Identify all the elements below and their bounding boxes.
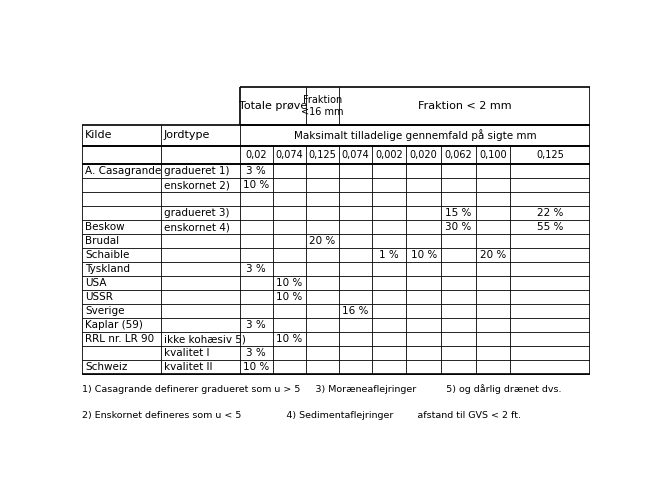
Text: Tyskland: Tyskland bbox=[85, 264, 130, 274]
Text: 0,125: 0,125 bbox=[537, 150, 564, 160]
Text: Maksimalt tilladelige gennemfald på sigte mm: Maksimalt tilladelige gennemfald på sigt… bbox=[294, 129, 537, 141]
Text: 0,074: 0,074 bbox=[341, 150, 369, 160]
Text: kvalitet I: kvalitet I bbox=[164, 348, 209, 358]
Text: 30 %: 30 % bbox=[445, 223, 472, 233]
Text: Sverige: Sverige bbox=[85, 306, 125, 316]
Text: gradueret 1): gradueret 1) bbox=[164, 166, 230, 176]
Text: gradueret 3): gradueret 3) bbox=[164, 208, 230, 219]
Text: 0,074: 0,074 bbox=[276, 150, 303, 160]
Text: USA: USA bbox=[85, 278, 106, 288]
Text: 0,02: 0,02 bbox=[245, 150, 267, 160]
Text: 10 %: 10 % bbox=[276, 292, 302, 302]
Text: 55 %: 55 % bbox=[537, 223, 564, 233]
Text: enskornet 4): enskornet 4) bbox=[164, 223, 230, 233]
Text: 10 %: 10 % bbox=[411, 250, 437, 260]
Text: 10 %: 10 % bbox=[243, 362, 269, 372]
Text: 1) Casagrande definerer gradueret som u > 5     3) Moræneaflejringer          5): 1) Casagrande definerer gradueret som u … bbox=[82, 384, 562, 393]
Text: 0,100: 0,100 bbox=[479, 150, 506, 160]
Text: 20 %: 20 % bbox=[480, 250, 506, 260]
Text: Fraktion < 2 mm: Fraktion < 2 mm bbox=[418, 101, 512, 111]
Text: 0,020: 0,020 bbox=[410, 150, 438, 160]
Text: 10 %: 10 % bbox=[276, 278, 302, 288]
Text: 0,062: 0,062 bbox=[444, 150, 472, 160]
Text: 3 %: 3 % bbox=[246, 166, 266, 176]
Text: 3 %: 3 % bbox=[246, 348, 266, 358]
Text: Brudal: Brudal bbox=[85, 237, 119, 247]
Text: ikke kohæsiv 5): ikke kohæsiv 5) bbox=[164, 334, 246, 344]
Text: Kilde: Kilde bbox=[85, 130, 113, 140]
Text: enskornet 2): enskornet 2) bbox=[164, 180, 230, 190]
Text: Fraktion
<16 mm: Fraktion <16 mm bbox=[301, 95, 344, 117]
Text: 15 %: 15 % bbox=[445, 208, 472, 219]
Text: 3 %: 3 % bbox=[246, 264, 266, 274]
Text: Totale prøve: Totale prøve bbox=[239, 101, 307, 111]
Text: 10 %: 10 % bbox=[243, 180, 269, 190]
Text: 10 %: 10 % bbox=[276, 334, 302, 344]
Text: 20 %: 20 % bbox=[309, 237, 335, 247]
Text: Beskow: Beskow bbox=[85, 223, 125, 233]
Text: 2) Enskornet defineres som u < 5               4) Sedimentaflejringer        afs: 2) Enskornet defineres som u < 5 4) Sedi… bbox=[82, 411, 521, 420]
Text: 3 %: 3 % bbox=[246, 320, 266, 330]
Text: kvalitet II: kvalitet II bbox=[164, 362, 213, 372]
Text: RRL nr. LR 90: RRL nr. LR 90 bbox=[85, 334, 154, 344]
Text: Jordtype: Jordtype bbox=[164, 130, 210, 140]
Text: 1 %: 1 % bbox=[379, 250, 399, 260]
Text: 22 %: 22 % bbox=[537, 208, 564, 219]
Text: USSR: USSR bbox=[85, 292, 113, 302]
Text: 16 %: 16 % bbox=[342, 306, 369, 316]
Text: Schaible: Schaible bbox=[85, 250, 129, 260]
Text: A. Casagrande: A. Casagrande bbox=[85, 166, 161, 176]
Text: Kaplar (59): Kaplar (59) bbox=[85, 320, 143, 330]
Text: 0,002: 0,002 bbox=[375, 150, 403, 160]
Text: 0,125: 0,125 bbox=[308, 150, 336, 160]
Text: Schweiz: Schweiz bbox=[85, 362, 127, 372]
